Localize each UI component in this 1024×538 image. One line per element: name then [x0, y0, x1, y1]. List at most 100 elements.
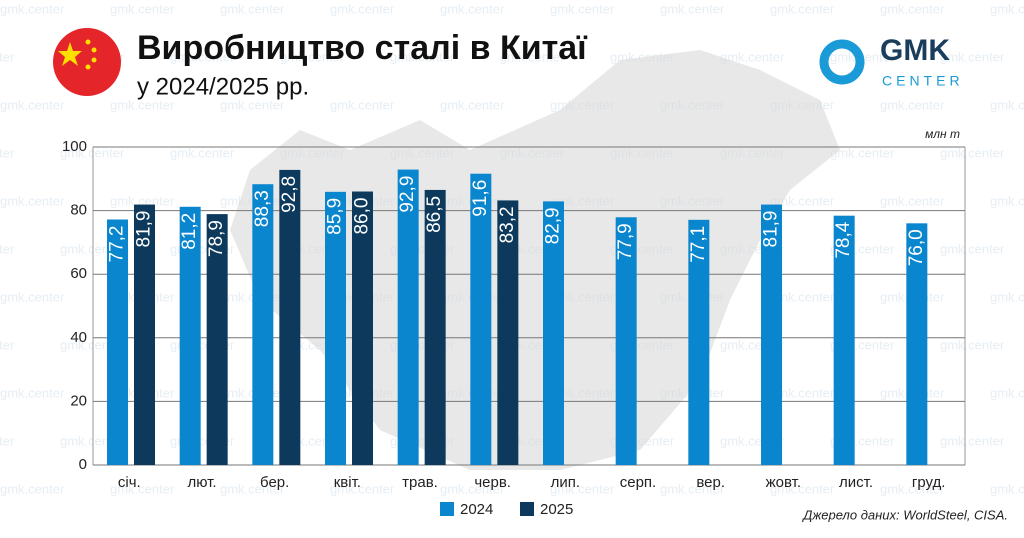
logo: GMK CENTER — [819, 34, 964, 89]
watermark: gmk.center — [720, 49, 785, 64]
watermark: gmk.center — [550, 481, 615, 496]
watermark: gmk.center — [940, 337, 1005, 352]
value-label: 78,4 — [833, 221, 854, 258]
value-label: 83,2 — [497, 206, 518, 243]
watermark: gmk.center — [60, 145, 125, 160]
watermark: gmk.center — [990, 481, 1024, 496]
bar — [497, 200, 519, 465]
x-tick-label: вер. — [696, 474, 725, 491]
x-tick-label: квіт. — [334, 474, 361, 491]
watermark: gmk.center — [770, 193, 835, 208]
watermark: gmk.center — [990, 289, 1024, 304]
watermark: gmk.center — [940, 145, 1005, 160]
bar — [352, 191, 373, 465]
watermark: gmk.center — [0, 433, 15, 448]
watermark: gmk.center — [0, 145, 15, 160]
watermark: gmk.center — [390, 49, 455, 64]
logo-text: GMK — [880, 34, 950, 67]
watermark: gmk.center — [990, 193, 1024, 208]
watermark: gmk.center — [440, 97, 505, 112]
value-label: 86,5 — [424, 196, 445, 233]
watermark: gmk.center — [0, 241, 15, 256]
watermark: gmk.center — [660, 481, 725, 496]
bar — [252, 184, 274, 465]
bar — [107, 219, 128, 465]
value-label: 86,0 — [352, 198, 373, 235]
bar — [397, 169, 419, 465]
value-label: 76,0 — [906, 229, 927, 266]
value-label: 82,9 — [543, 207, 564, 244]
legend-label: 2025 — [540, 501, 573, 518]
watermark: gmk.center — [0, 385, 65, 400]
y-tick-label: 20 — [70, 392, 87, 409]
watermark: gmk.center — [830, 145, 895, 160]
watermark: gmk.center — [880, 1, 945, 16]
value-label: 81,9 — [761, 211, 782, 248]
legend-swatch — [440, 502, 454, 516]
watermark: gmk.center — [330, 97, 395, 112]
watermark: gmk.center — [110, 193, 175, 208]
bar — [615, 217, 637, 465]
watermark: gmk.center — [110, 1, 175, 16]
logo-subtext: CENTER — [882, 73, 964, 89]
watermark: gmk.center — [770, 385, 835, 400]
watermark: gmk.center — [330, 481, 395, 496]
x-tick-label: лют. — [187, 474, 216, 491]
watermark: gmk.center — [440, 481, 505, 496]
y-tick-label: 60 — [70, 265, 87, 282]
watermark: gmk.center — [940, 49, 1005, 64]
legend-label: 2024 — [460, 501, 493, 518]
watermark: gmk.center — [0, 337, 15, 352]
bar — [179, 206, 201, 465]
value-label: 81,2 — [179, 213, 200, 250]
watermark: gmk.center — [0, 193, 65, 208]
watermark: gmk.center — [0, 289, 65, 304]
bar — [906, 223, 928, 465]
chart-subtitle: у 2024/2025 рр. — [137, 73, 309, 100]
flag — [53, 28, 121, 96]
value-label: 88,3 — [252, 190, 273, 227]
bar — [833, 215, 855, 465]
watermark: gmk.center — [330, 1, 395, 16]
bar — [543, 201, 564, 466]
bar — [134, 204, 155, 466]
watermark: gmk.center — [440, 1, 505, 16]
y-tick-label: 0 — [79, 456, 87, 473]
watermark: gmk.center — [940, 433, 1005, 448]
unit-label: млн т — [925, 127, 960, 141]
watermark: gmk.center — [220, 97, 285, 112]
legend-swatch — [520, 502, 534, 516]
watermark: gmk.center — [770, 1, 835, 16]
watermark: gmk.center — [940, 241, 1005, 256]
watermark: gmk.center — [110, 97, 175, 112]
value-label: 77,2 — [107, 226, 128, 263]
x-tick-label: лист. — [839, 474, 873, 491]
watermark: gmk.center — [880, 97, 945, 112]
watermark: gmk.center — [880, 481, 945, 496]
value-label: 78,9 — [206, 220, 227, 257]
bar — [688, 219, 710, 465]
watermark: gmk.center — [770, 481, 835, 496]
value-label: 92,9 — [397, 176, 418, 213]
value-label: 92,8 — [279, 176, 300, 213]
watermark: gmk.center — [220, 481, 285, 496]
y-tick-label: 40 — [70, 329, 87, 346]
value-label: 77,9 — [615, 223, 636, 260]
bar — [761, 204, 782, 466]
value-label: 91,6 — [470, 180, 491, 217]
chart-title: Виробництво сталі в Китаї — [137, 29, 588, 67]
bar — [470, 173, 492, 465]
watermark: gmk.center — [170, 145, 235, 160]
watermark: gmk.center — [770, 289, 835, 304]
watermark: gmk.center — [110, 481, 175, 496]
x-tick-label: лип. — [551, 474, 580, 491]
map-background — [230, 50, 840, 470]
watermark: gmk.center — [0, 97, 65, 112]
value-label: 77,1 — [688, 226, 709, 263]
watermark: gmk.center — [170, 49, 235, 64]
value-label: 81,9 — [134, 211, 155, 248]
y-tick-label: 100 — [62, 138, 87, 155]
watermark: gmk.center — [0, 481, 65, 496]
x-tick-label: бер. — [260, 474, 289, 491]
y-tick-label: 80 — [70, 202, 87, 219]
